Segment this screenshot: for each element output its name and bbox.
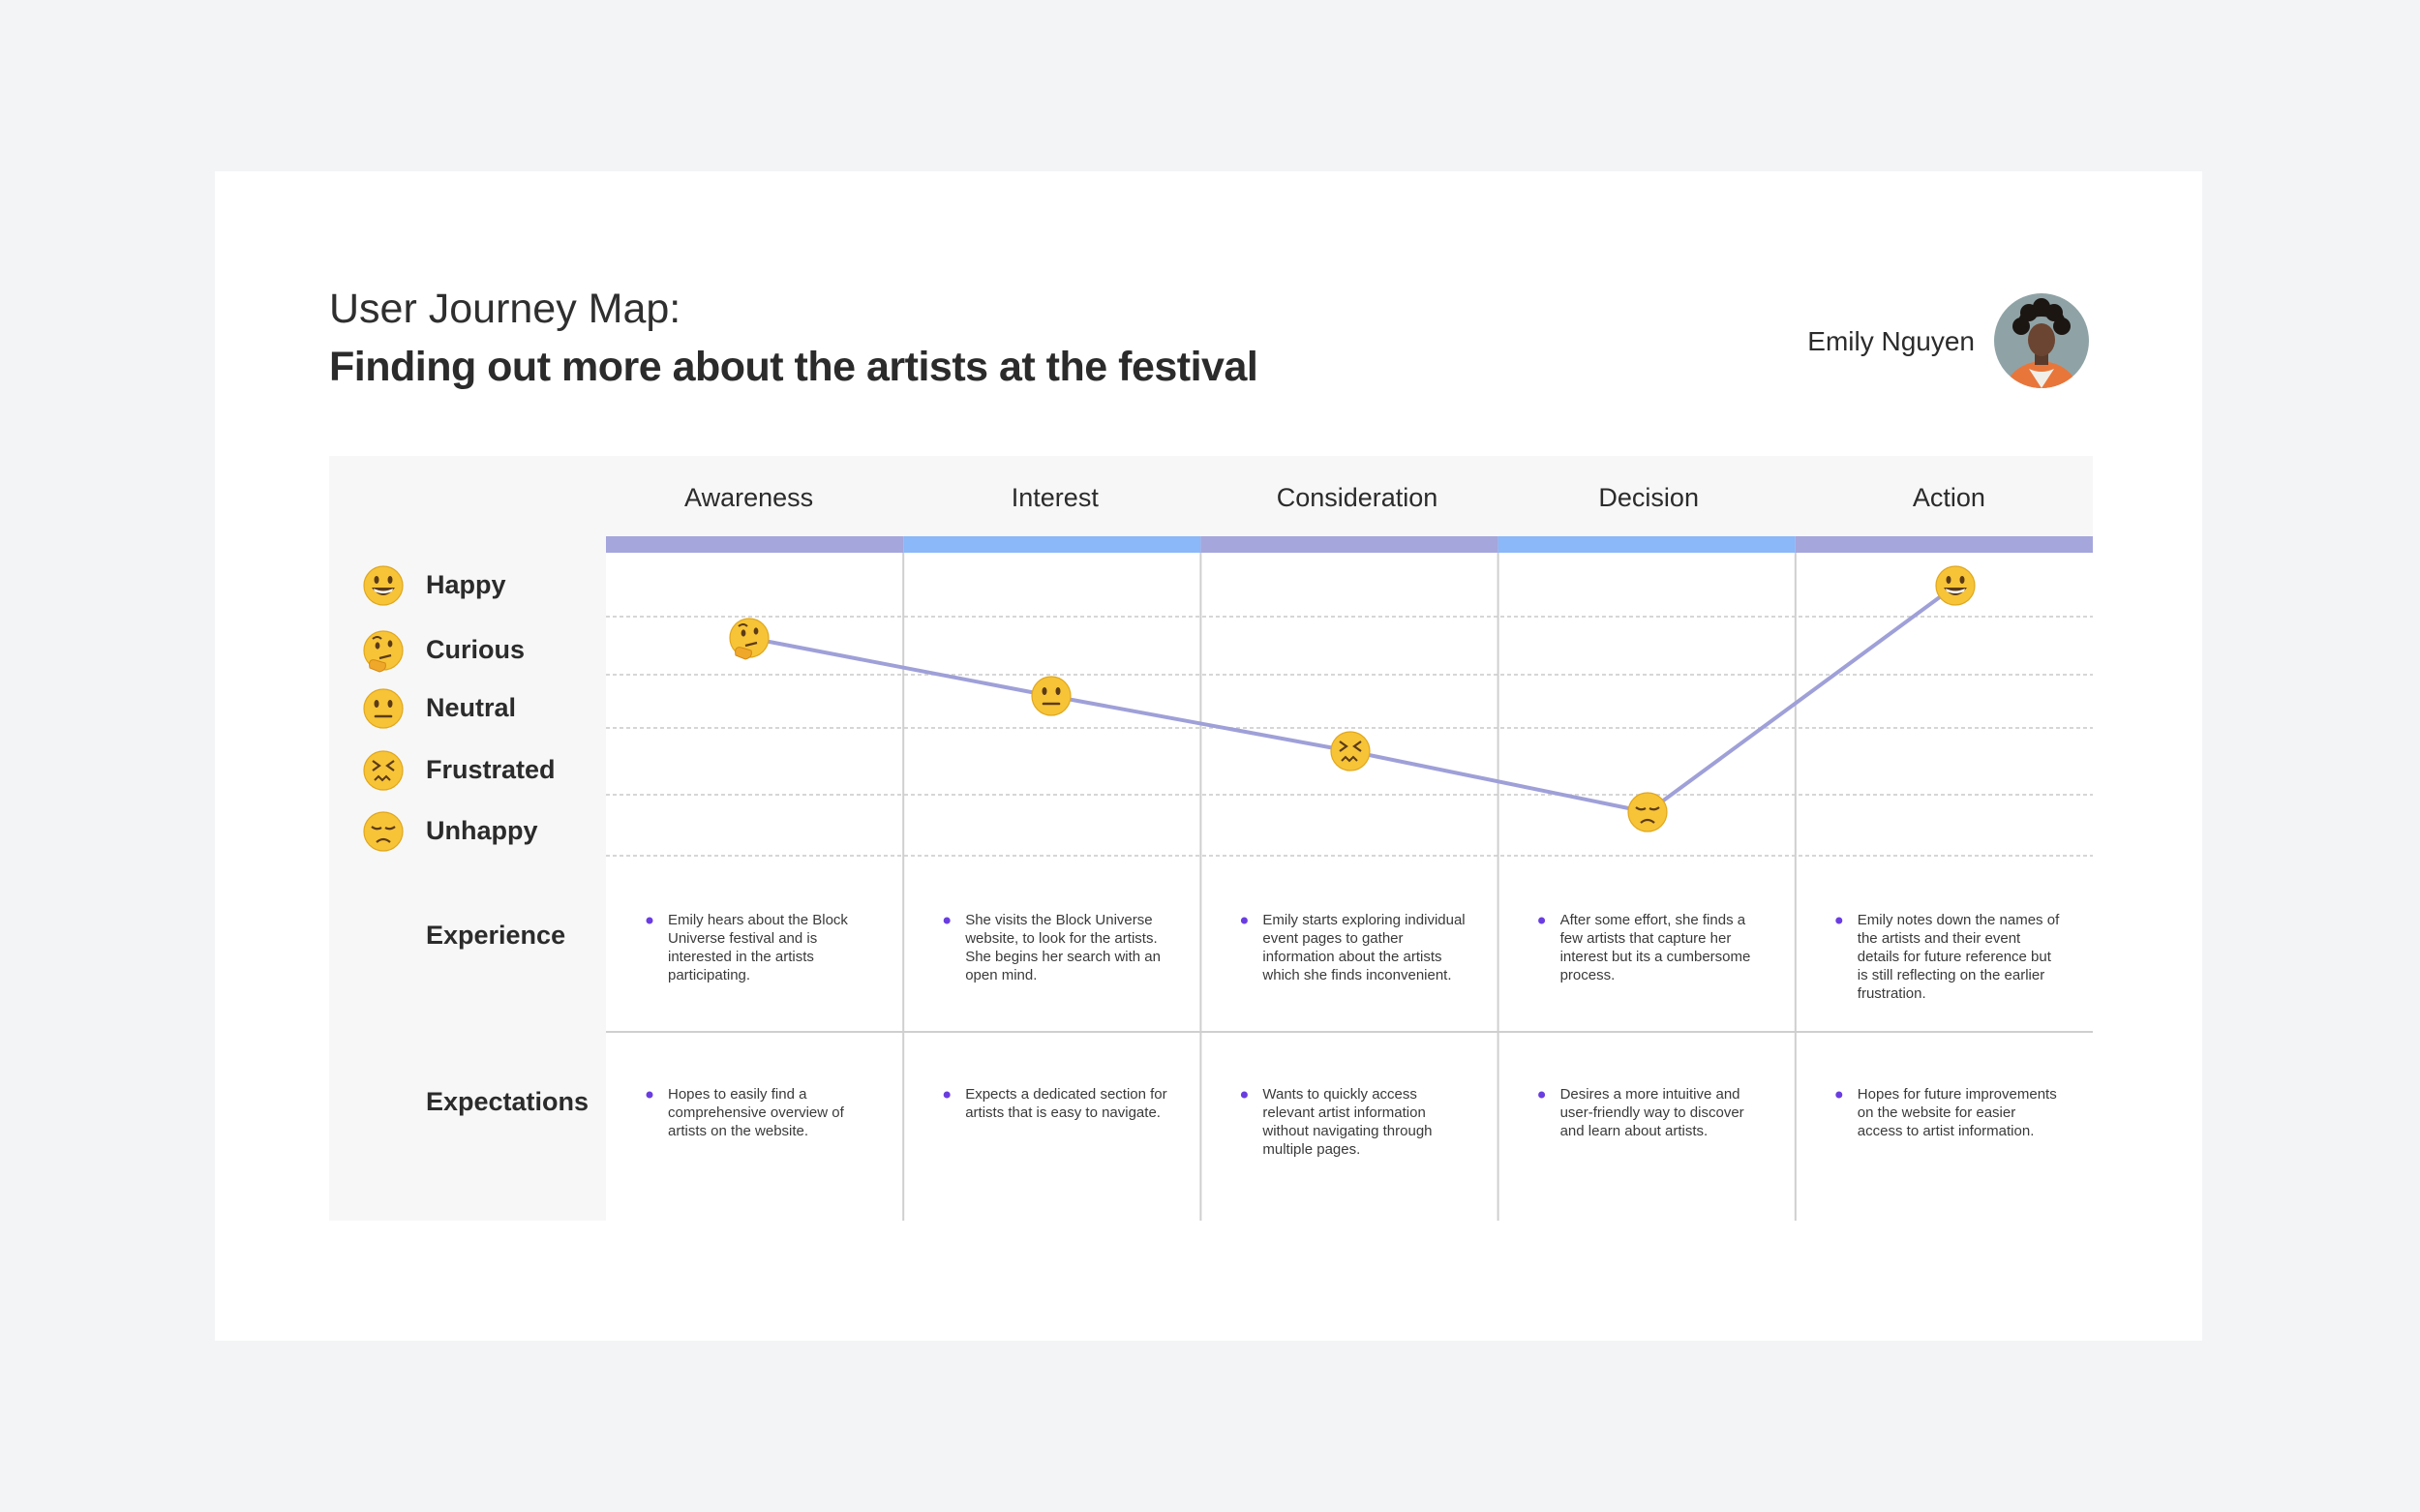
stage-bar-decision (1497, 536, 1796, 553)
stage-bar-interest (903, 536, 1201, 553)
stage-header-awareness: Awareness (684, 483, 814, 512)
emotion-label-happy: Happy (426, 570, 506, 599)
stage-emotion-neutral-face-icon (1031, 676, 1072, 716)
journey-grid-graphics (329, 456, 2093, 1221)
experience-text-awareness: Emily hears about the Block Universe fes… (668, 912, 848, 983)
bullet-dot (1538, 917, 1546, 924)
journey-map-card: User Journey Map: Finding out more about… (215, 171, 2202, 1341)
stage-bar-action (1795, 536, 2093, 553)
emotion-label-neutral: Neutral (426, 693, 517, 722)
avatar (1994, 293, 2089, 388)
expectation-text-action: Hopes for future improvements on the web… (1857, 1086, 2057, 1139)
experience-text-consideration: Emily starts exploring individual event … (1262, 912, 1466, 983)
page-title: Finding out more about the artists at th… (329, 344, 1258, 390)
bullet-dot (1538, 1091, 1546, 1099)
bullet-dot (943, 1091, 951, 1099)
experience-row-label: Experience (426, 921, 566, 950)
stage-header-interest: Interest (1011, 483, 1099, 512)
bullet-dot (1240, 1091, 1248, 1099)
stage-emotion-grinning-face-icon (1935, 565, 1976, 606)
persona-name: Emily Nguyen (1807, 326, 1975, 356)
stage-area-background (606, 549, 2093, 1221)
neutral-face-icon (363, 688, 404, 729)
expectation-text-interest: Expects a dedicated section for artists … (965, 1086, 1167, 1121)
journey-map-grid: Awareness Interest Consideration Decision Ac… (329, 456, 2093, 1221)
expectations-row-label: Expectations (426, 1087, 590, 1116)
stage-emotion-confounded-face-icon (1330, 731, 1371, 771)
page-title-prefix: User Journey Map: (329, 286, 681, 332)
bullet-dot (1835, 1091, 1843, 1099)
stage-emotion-disappointed-face-icon (1627, 792, 1668, 832)
experience-text-interest: She visits the Block Universe website, t… (965, 912, 1161, 983)
bullet-dot (1835, 917, 1843, 924)
bullet-dot (1240, 917, 1248, 924)
grinning-face-icon (363, 565, 404, 606)
emotion-label-curious: Curious (426, 635, 526, 664)
stage-bar-awareness (606, 536, 904, 553)
expectation-text-consideration: Wants to quickly access relevant artist … (1262, 1086, 1433, 1158)
stage-header-action: Action (1912, 483, 1985, 512)
bullet-dot (646, 917, 653, 924)
thinking-face-icon (363, 630, 404, 673)
emotion-label-frustrated: Frustrated (426, 755, 556, 784)
experience-text-action: Emily notes down the names of the artist… (1857, 912, 2060, 1002)
expectation-text-awareness: Hopes to easily find a comprehensive ove… (668, 1086, 844, 1139)
stage-bar-consideration (1200, 536, 1498, 553)
bullet-dot (943, 917, 951, 924)
stage-emotion-thinking-face-icon (729, 618, 770, 660)
stage-header-consideration: Consideration (1276, 483, 1438, 512)
experience-text-decision: After some effort, she finds a few artis… (1559, 912, 1751, 983)
disappointed-face-icon (363, 811, 404, 852)
expectation-text-decision: Desires a more intuitive and user-friend… (1559, 1086, 1744, 1139)
confounded-face-icon (363, 750, 404, 791)
bullet-dot (646, 1091, 653, 1099)
emotion-label-unhappy: Unhappy (426, 816, 538, 845)
stage-header-decision: Decision (1598, 483, 1699, 512)
